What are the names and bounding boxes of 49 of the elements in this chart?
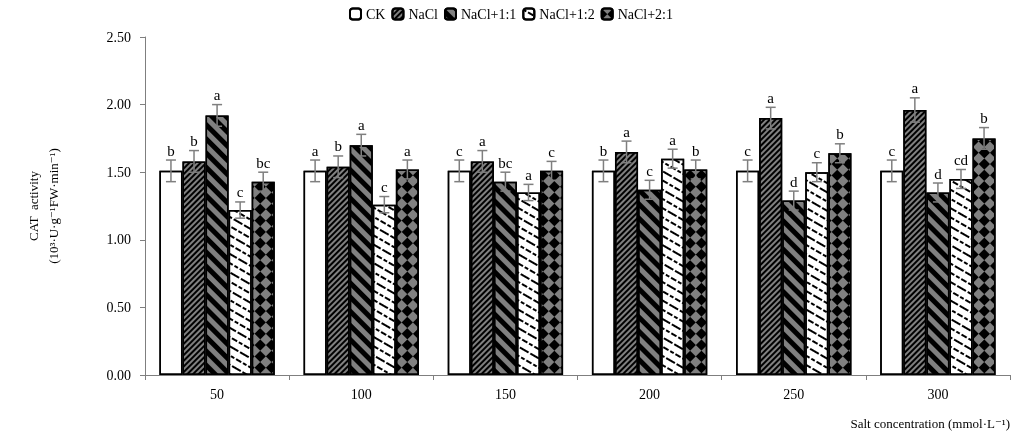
data-label: a	[311, 142, 319, 159]
data-label: bc	[256, 154, 271, 171]
data-label: b	[836, 126, 844, 143]
data-label: d	[790, 173, 798, 190]
x-tick-label: 100	[350, 386, 372, 402]
data-label: c	[548, 143, 556, 160]
data-label: a	[479, 133, 487, 150]
legend-label: CK	[365, 6, 386, 22]
data-label: c	[888, 142, 896, 159]
x-tick-label: 250	[783, 386, 805, 402]
data-label: b	[980, 110, 988, 127]
data-label: a	[213, 87, 221, 104]
legend-label: NaCl+1:2	[539, 6, 595, 22]
x-tick-label: 200	[639, 386, 661, 402]
data-label: a	[911, 80, 919, 97]
data-label: cd	[953, 152, 969, 168]
data-label: a	[525, 166, 533, 183]
x-tick-label: 150	[494, 386, 516, 402]
y-axis-title: CAT activity (10³·U·g⁻¹FW·min⁻¹)	[25, 148, 61, 264]
data-label: c	[646, 162, 654, 179]
legend-label: NaCl+2:1	[617, 6, 674, 22]
data-label: c	[813, 145, 821, 162]
data-label: b	[167, 142, 175, 159]
data-label: a	[767, 89, 775, 106]
y-tick-label: 1.00	[106, 232, 131, 248]
data-label: b	[334, 138, 342, 155]
x-tick-label: 50	[210, 386, 225, 402]
y-tick-label: 2.50	[106, 29, 131, 45]
data-label: c	[744, 142, 752, 159]
data-label: c	[455, 142, 463, 159]
data-label: a	[404, 142, 412, 159]
data-label: c	[380, 179, 388, 196]
y-tick-label: 2.00	[106, 97, 131, 113]
data-label: bc	[498, 154, 513, 171]
legend-label: NaCl+1:1	[460, 6, 517, 22]
data-label: a	[357, 116, 365, 133]
y-tick-label: 0.00	[106, 367, 131, 383]
data-label: d	[934, 165, 943, 182]
x-tick-label: 300	[927, 386, 949, 402]
data-label: a	[623, 123, 631, 140]
data-label: b	[691, 142, 700, 159]
y-tick-label: 1.50	[106, 164, 131, 180]
data-label: b	[190, 133, 198, 150]
data-label: b	[599, 142, 608, 159]
data-label: c	[236, 184, 244, 201]
legend-label: NaCl	[408, 6, 439, 22]
y-tick-label: 0.50	[106, 299, 131, 315]
data-label: a	[669, 131, 677, 148]
x-axis-title: Salt concentration (mmol·L⁻¹)	[850, 416, 1010, 431]
